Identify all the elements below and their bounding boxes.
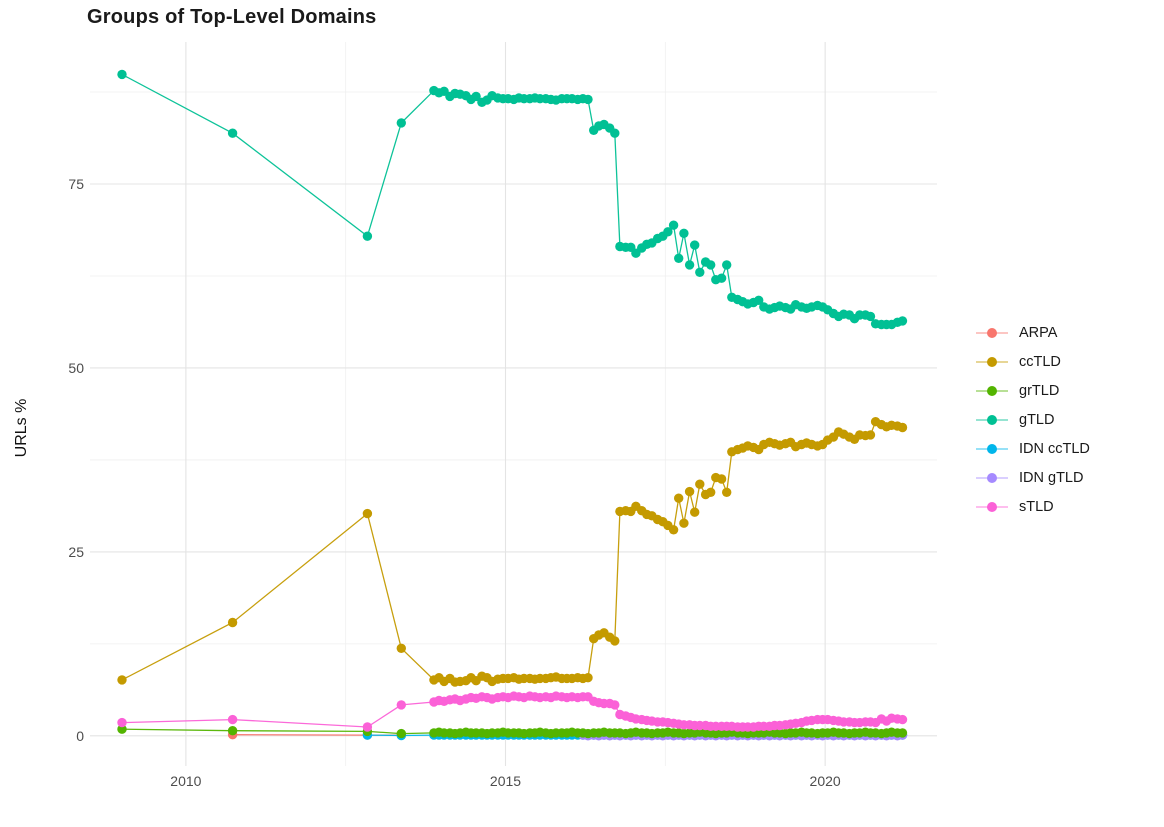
series-point-ccTLD xyxy=(865,430,876,440)
series-point-ccTLD xyxy=(668,525,679,535)
x-tick-label: 2010 xyxy=(170,773,202,789)
series-point-gTLD xyxy=(695,267,705,277)
series-point-gTLD xyxy=(117,69,127,80)
legend-item-ARPA: ARPA xyxy=(975,318,1090,347)
series-point-ccTLD xyxy=(610,636,620,646)
legend-item-sTLD: sTLD xyxy=(975,492,1090,521)
series-point-gTLD xyxy=(684,260,695,270)
series-point-grTLD xyxy=(117,724,127,734)
series-point-grTLD xyxy=(396,728,406,739)
series-point-ccTLD xyxy=(716,474,727,484)
series-point-gTLD xyxy=(668,220,679,230)
legend-item-label: sTLD xyxy=(1019,498,1054,515)
series-point-sTLD xyxy=(897,714,908,725)
legend: ARPA ccTLD grTLD gTLD IDN ccTLD IDN gTLD sTLD xyxy=(975,318,1090,521)
series-point-grTLD xyxy=(897,728,908,738)
series-point-gTLD xyxy=(754,295,764,305)
series-point-sTLD xyxy=(362,722,373,732)
y-tick-label: 50 xyxy=(68,359,84,376)
series-point-ccTLD xyxy=(684,486,695,497)
chart-title: Groups of Top-Level Domains xyxy=(87,6,377,28)
series-point-gTLD xyxy=(706,260,716,270)
legend-item-ccTLD: ccTLD xyxy=(975,347,1090,376)
series-point-ccTLD xyxy=(722,487,732,497)
series-point-gTLD xyxy=(471,91,481,102)
series-point-grTLD xyxy=(227,726,238,736)
series-point-ccTLD xyxy=(679,518,689,528)
y-tick-label: 75 xyxy=(68,176,84,192)
series-point-gTLD xyxy=(679,228,689,238)
legend-key-icon xyxy=(976,414,1008,425)
series-point-gTLD xyxy=(722,260,732,270)
series-point-gTLD xyxy=(227,128,238,138)
series-point-ccTLD xyxy=(674,493,684,503)
y-tick-label: 25 xyxy=(68,543,84,560)
series-point-gTLD xyxy=(583,94,593,105)
legend-item-label: ccTLD xyxy=(1019,353,1061,370)
series-point-gTLD xyxy=(362,231,373,241)
series-point-gTLD xyxy=(865,311,876,322)
series-point-gTLD xyxy=(663,227,673,237)
legend-item-label: grTLD xyxy=(1019,382,1060,399)
series-point-sTLD xyxy=(227,714,238,725)
legend-key-icon xyxy=(976,501,1008,512)
legend-key-icon xyxy=(976,327,1008,338)
legend-key-icon xyxy=(976,385,1008,396)
series-point-ccTLD xyxy=(117,675,127,685)
legend-item-IDN-ccTLD: IDN ccTLD xyxy=(975,434,1090,463)
legend-item-IDN-gTLD: IDN gTLD xyxy=(975,463,1090,492)
legend-key-icon xyxy=(976,356,1008,367)
legend-item-label: IDN gTLD xyxy=(1019,469,1084,486)
series-point-ccTLD xyxy=(583,673,593,683)
series-point-gTLD xyxy=(396,118,406,128)
y-axis-title: URLs % xyxy=(13,398,30,458)
legend-key-icon xyxy=(976,443,1008,454)
legend-item-label: ARPA xyxy=(1019,324,1058,341)
legend-item-grTLD: grTLD xyxy=(975,376,1090,405)
x-tick-label: 2015 xyxy=(489,773,522,789)
legend-key-icon xyxy=(976,472,1008,483)
x-tick-label: 2020 xyxy=(809,773,841,789)
series-point-gTLD xyxy=(610,128,620,138)
series-point-gTLD xyxy=(690,240,700,250)
series-point-gTLD xyxy=(674,253,684,263)
series-point-ccTLD xyxy=(690,507,700,517)
series-point-ccTLD xyxy=(897,422,908,433)
series-point-gTLD xyxy=(897,316,908,326)
series-point-gTLD xyxy=(716,273,727,283)
series-point-ccTLD xyxy=(396,643,406,653)
series-point-ccTLD xyxy=(362,508,373,519)
legend-item-label: gTLD xyxy=(1019,411,1055,428)
series-line-gTLD xyxy=(121,73,903,326)
series-point-sTLD xyxy=(117,717,127,728)
legend-item-label: IDN ccTLD xyxy=(1019,440,1090,457)
series-point-ccTLD xyxy=(706,487,716,497)
legend-item-gTLD: gTLD xyxy=(975,405,1090,434)
series-point-sTLD xyxy=(610,700,620,710)
series-point-sTLD xyxy=(396,700,406,710)
y-tick-label: 0 xyxy=(76,727,84,744)
series-point-ccTLD xyxy=(695,479,705,489)
series-point-ccTLD xyxy=(227,617,238,628)
